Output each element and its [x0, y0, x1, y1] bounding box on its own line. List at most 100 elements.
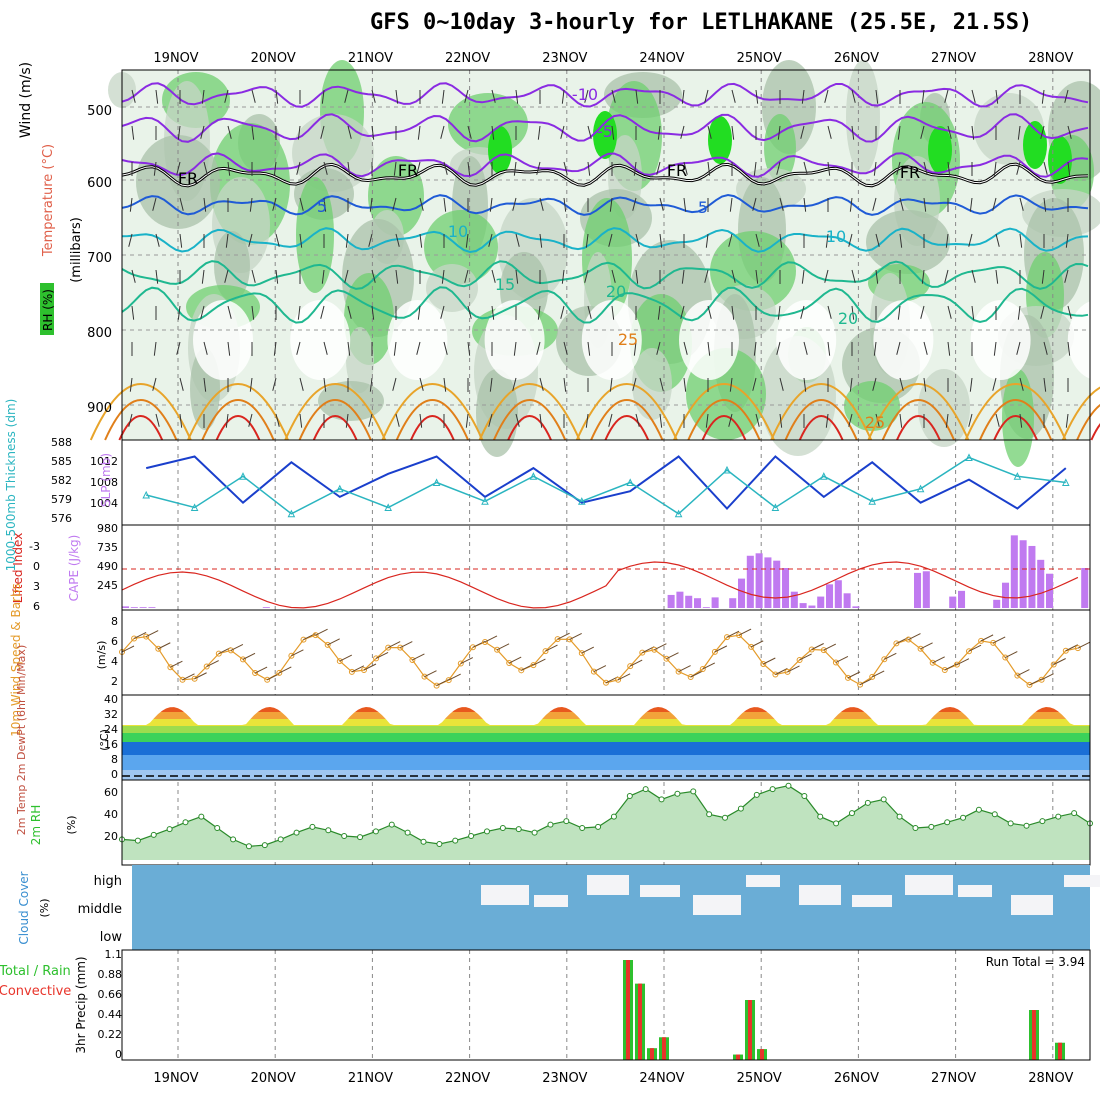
- rh-point: [975, 806, 982, 813]
- rh-point: [579, 825, 586, 831]
- wind-barb: [617, 673, 631, 681]
- wind-barb: [392, 377, 397, 391]
- wind-barb: [848, 233, 853, 247]
- wind-barb: [512, 197, 517, 211]
- wind-barb: [440, 125, 445, 139]
- wind-barb: [128, 413, 133, 427]
- wind-speed-point: [869, 673, 876, 680]
- temperature-contour: [121, 193, 1089, 216]
- wind-barb: [969, 197, 973, 212]
- warm-contour: [1076, 403, 1100, 441]
- wind-barb: [611, 269, 616, 283]
- date-label-bottom: 22NOV: [445, 1071, 490, 1086]
- date-label-top: 19NOV: [153, 51, 198, 66]
- wind-speed-point: [264, 676, 271, 683]
- cloud-cell: [540, 895, 568, 907]
- wind-barb: [1016, 341, 1021, 355]
- precip-conv-bar: [1032, 1010, 1036, 1060]
- cape-bar: [702, 607, 710, 608]
- warm-contour: [381, 383, 484, 441]
- wind-barb: [779, 233, 783, 248]
- thickness-point: [965, 453, 973, 461]
- cape-bar: [1037, 559, 1045, 608]
- cape-bar: [958, 590, 966, 608]
- thickness-point: [239, 472, 247, 480]
- thickness-point: [335, 484, 344, 493]
- wind-barb: [1005, 651, 1018, 658]
- thickness-point: [868, 497, 877, 505]
- precip-tick: 0.44: [98, 1008, 123, 1021]
- wind-barb: [921, 269, 925, 284]
- rh2m-unit: (%): [65, 815, 78, 834]
- wind-barb: [227, 161, 231, 176]
- wind-speed-point: [917, 645, 924, 652]
- warm-contour: [298, 399, 372, 441]
- wind-barb: [1065, 644, 1079, 652]
- wind-speed-point: [1038, 676, 1045, 683]
- rh-point: [595, 823, 602, 830]
- wind-barb: [1017, 669, 1030, 677]
- wind-barb: [776, 161, 781, 175]
- wind-barb: [753, 341, 757, 356]
- wind-barb: [131, 305, 135, 320]
- wind-barb: [969, 377, 973, 392]
- wind-barb: [1053, 658, 1066, 665]
- wind-barb: [299, 197, 304, 211]
- warm-contour: [507, 415, 552, 441]
- wind-barb: [395, 233, 400, 247]
- temperature-band: [122, 742, 1090, 755]
- wind-barb: [947, 341, 951, 356]
- wind-barb: [947, 305, 952, 319]
- wind-speed-point: [409, 656, 416, 663]
- wind-speed-point: [482, 638, 488, 645]
- wind-barb: [633, 161, 637, 176]
- wind-barb: [155, 233, 160, 247]
- wind-barb: [230, 643, 244, 651]
- cloud-cell: [481, 885, 517, 905]
- rh-point: [261, 842, 268, 849]
- wind-barb: [801, 89, 805, 104]
- wind-barb: [320, 125, 325, 139]
- wind-speed-point: [1026, 681, 1033, 688]
- wind-barb: [683, 197, 687, 212]
- wind-barb: [145, 630, 159, 638]
- date-label-bottom: 19NOV: [153, 1071, 198, 1086]
- cloud-cell: [852, 895, 880, 907]
- wind-barb: [848, 413, 853, 427]
- wind-barb: [203, 377, 207, 392]
- thickness-point: [674, 509, 683, 518]
- temp-tick: 24: [104, 723, 118, 736]
- wind-barb: [320, 305, 325, 319]
- pressure-tick-label: 700: [87, 251, 112, 266]
- rh-point: [690, 788, 697, 795]
- wind-speed-point: [675, 668, 682, 675]
- wind-barb: [248, 233, 253, 247]
- rh-point: [499, 825, 506, 831]
- wind-barb: [800, 125, 805, 139]
- wind-barb: [563, 197, 567, 212]
- wind-barb: [632, 197, 637, 211]
- wind-speed-point: [724, 634, 730, 641]
- rh-tick: 20: [104, 830, 118, 843]
- wind-barb: [872, 197, 877, 211]
- wind-barb: [923, 341, 928, 355]
- wind-barb: [467, 125, 472, 139]
- wind-speed-point: [760, 661, 767, 668]
- wind-barb: [323, 197, 327, 212]
- wind-barb: [158, 642, 171, 650]
- wind-speed-point: [748, 643, 755, 650]
- wind-barb: [1043, 197, 1047, 212]
- wind-barb: [279, 666, 292, 674]
- warm-contour: [896, 415, 941, 441]
- wind-barb: [704, 269, 709, 283]
- wind-barb: [944, 89, 949, 103]
- rh-high-blob: [1023, 121, 1047, 169]
- rh-point: [642, 786, 649, 793]
- wind-speed-point: [578, 650, 585, 657]
- wind-barb: [995, 413, 1000, 427]
- wind-barb: [707, 341, 711, 356]
- precip-conv-bar: [662, 1037, 666, 1060]
- wind-barb: [752, 377, 757, 391]
- wind-speed-point: [966, 648, 972, 655]
